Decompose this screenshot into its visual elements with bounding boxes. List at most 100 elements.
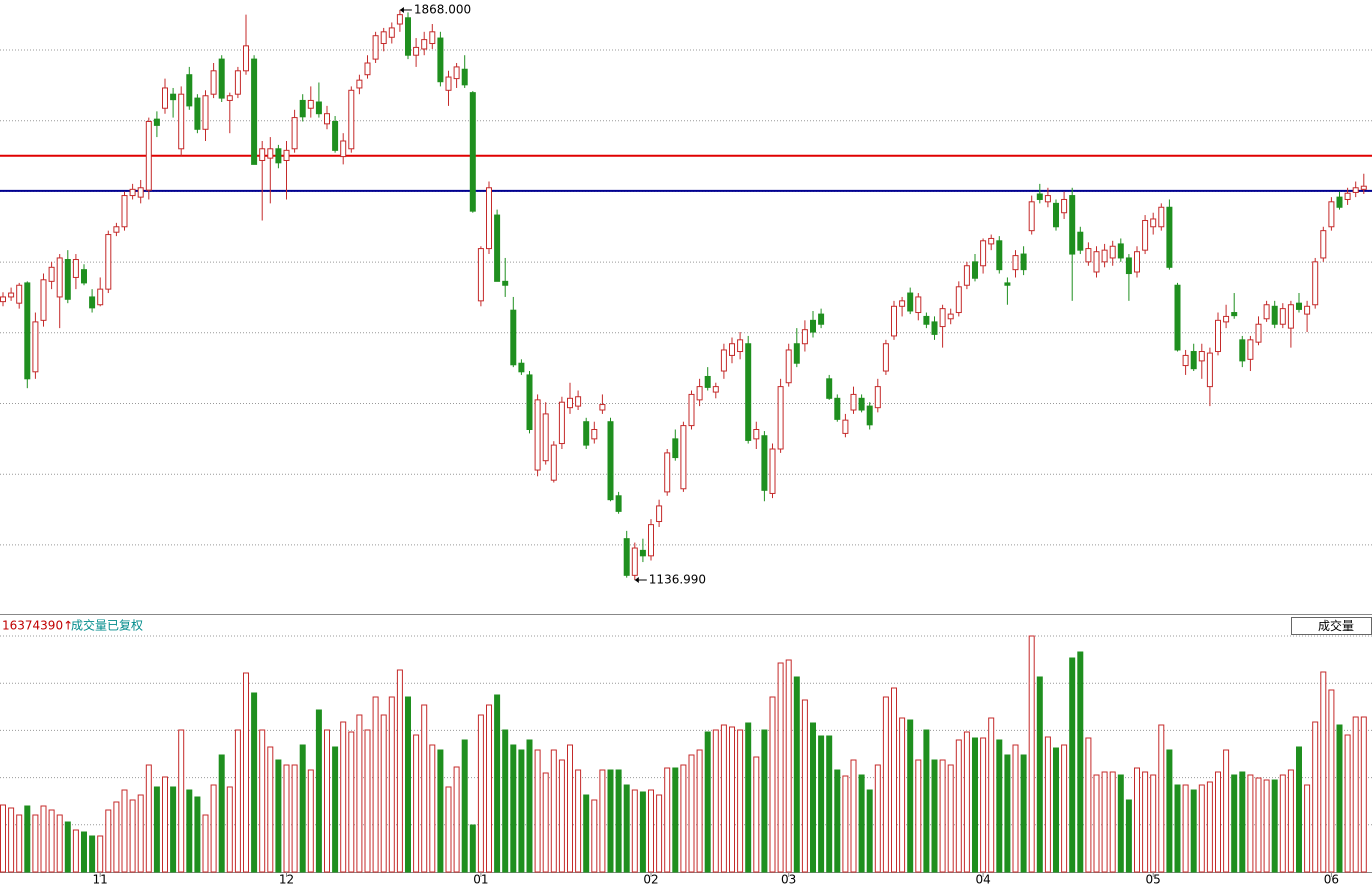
candle-body (1190, 351, 1197, 370)
volume-bar (267, 746, 274, 873)
x-tick-label: 06 (1324, 873, 1339, 886)
annotation-label: 1136.990 (649, 573, 706, 587)
x-tick-label: 05 (1146, 873, 1161, 886)
candle-body (704, 375, 711, 388)
candle-body (437, 37, 444, 83)
candle-body (8, 292, 15, 298)
candle-body (137, 187, 144, 198)
volume-bar (105, 809, 112, 873)
volume-bar (907, 719, 914, 873)
candle-body (583, 421, 590, 446)
candle-body (388, 27, 395, 38)
volume-bar (972, 737, 978, 873)
candle-body (623, 538, 630, 576)
volume-bar (980, 737, 987, 873)
candle-body (793, 343, 800, 364)
volume-bar (1101, 771, 1108, 873)
volume-bar (785, 659, 792, 873)
candle-body (194, 97, 201, 130)
candle-body (915, 296, 922, 314)
candle-body (931, 321, 938, 335)
volume-bar (486, 704, 492, 873)
candle-body (729, 343, 735, 356)
volume-bar (1158, 724, 1165, 873)
candle-body (850, 393, 857, 411)
candle-body (332, 120, 339, 151)
volume-bar (332, 746, 339, 873)
candle-body (324, 113, 330, 125)
volume-bar (243, 672, 249, 873)
candle-body (145, 120, 152, 191)
volume-bar (89, 835, 96, 873)
volume-bar (1069, 657, 1076, 873)
volume-bar (923, 729, 930, 873)
candle-body (1198, 351, 1205, 362)
candle-body (955, 286, 962, 314)
candle-body (1328, 201, 1335, 228)
candle-body (680, 425, 687, 490)
candle-body (153, 118, 160, 126)
volume-bar (72, 829, 79, 873)
volume-bar (275, 759, 282, 873)
candle-body (777, 386, 784, 450)
volume-bar (558, 759, 565, 873)
volume-bar (1296, 746, 1302, 873)
volume-bar (729, 726, 735, 873)
candle-body (234, 70, 241, 95)
candle-body (745, 343, 752, 441)
volume-bar (170, 786, 177, 873)
candle-body (24, 282, 31, 380)
volume-bar (656, 794, 663, 873)
candle-body (720, 349, 727, 372)
volume-bar (567, 744, 573, 873)
volume-bar (1320, 671, 1327, 873)
volume-bar (1061, 744, 1068, 873)
candle-body (1101, 249, 1108, 263)
candle-body (980, 240, 987, 267)
candle-body (405, 17, 411, 56)
volume-bar (648, 789, 654, 873)
candle-body (1158, 206, 1165, 228)
candle-body (251, 58, 258, 165)
candle-body (1239, 339, 1246, 362)
candle-body (0, 296, 6, 303)
volume-bar (850, 759, 857, 873)
candle-body (486, 187, 492, 250)
candle-body (40, 279, 47, 321)
volume-bar (388, 696, 395, 873)
candle-body (874, 386, 881, 409)
candle-body (315, 101, 322, 115)
x-tick-label: 12 (279, 873, 294, 886)
candle-body (162, 87, 168, 109)
candle-body (105, 234, 112, 290)
volume-bar (542, 772, 549, 873)
annotation-arrowhead (399, 6, 404, 13)
volume-bar (761, 729, 768, 873)
volume-bar (1328, 689, 1335, 873)
volume-button[interactable]: 成交量 (1318, 618, 1354, 633)
volume-bar (801, 699, 808, 873)
volume-bar (575, 769, 582, 873)
candle-body (429, 31, 436, 45)
candle-body (785, 349, 792, 384)
candle-body (97, 288, 104, 306)
candle-body (186, 74, 193, 107)
volume-bar (712, 729, 719, 873)
candle-body (64, 259, 71, 300)
volume-bar (623, 784, 630, 873)
volume-bar (186, 789, 193, 873)
candle-body (882, 343, 889, 372)
volume-bar (502, 729, 509, 873)
volume-bar (1263, 779, 1270, 873)
volume-bar (153, 786, 160, 873)
volume-bar (931, 759, 938, 873)
volume-bar (631, 789, 638, 873)
volume-bar (1166, 749, 1173, 873)
candle-body (810, 319, 816, 333)
candle-body (494, 214, 501, 282)
candle-body (48, 266, 55, 282)
candle-body (866, 405, 873, 426)
volume-bar (688, 754, 695, 873)
candle-body (648, 524, 654, 557)
volume-bar (550, 749, 557, 873)
